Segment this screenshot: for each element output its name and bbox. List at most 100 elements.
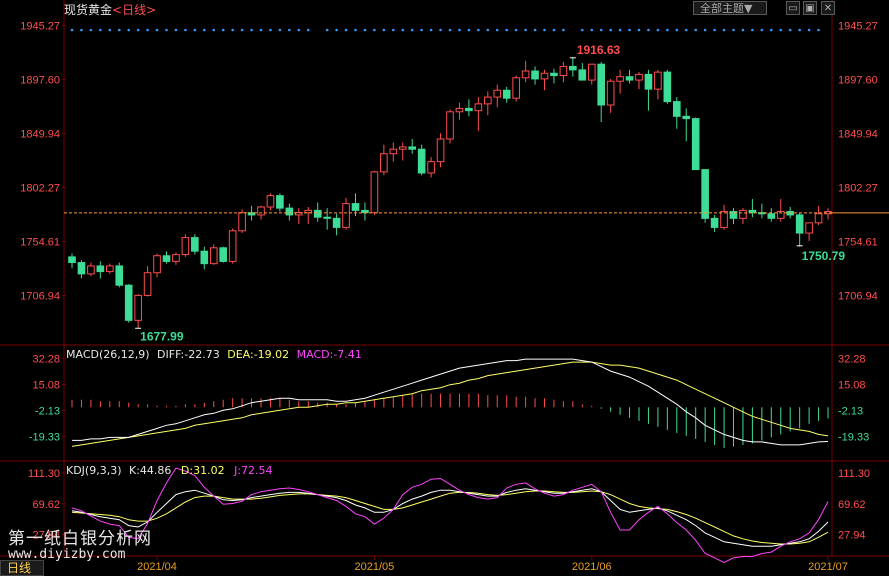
candle-up [380,153,388,173]
candle-down [351,203,360,211]
minimize-button[interactable]: ▭ [786,1,800,15]
candle-down [285,207,294,216]
candle-up [87,265,95,275]
signal-dot [335,28,338,32]
signal-dot [221,28,225,32]
watermark-title: 第一纸白银分析网 [8,529,152,549]
macd-tick-left: -2.13 [35,405,60,417]
candle-up [238,212,246,232]
signal-dot [514,28,518,32]
macd-panel[interactable] [71,358,829,448]
candle-down [408,146,417,150]
candle-up [370,171,379,214]
x-tick-label: 2021/07 [808,561,848,573]
kdj-k-line [71,488,829,547]
macd-tick-right: 15.08 [838,380,866,392]
candle-down [569,65,577,71]
candle-down [767,213,776,219]
signal-dot [467,28,471,32]
signal-dot [80,28,83,32]
signal-dot [458,28,461,32]
candle-up [455,107,464,113]
kdj-tick-left: 69.62 [32,499,60,511]
price-tick-left: 1802.27 [20,182,60,194]
macd-legend: MACD(26,12,9) DIFF:-22.73 DEA:-19.02 MAC… [66,348,362,361]
x-tick-label: 2021/04 [137,561,177,573]
signal-dot [269,28,272,32]
price-tick-left: 1754.61 [20,236,60,248]
kdj-tick-left: 111.30 [28,468,60,480]
signal-dot [732,28,735,32]
candle-down [191,237,199,252]
signal-dot [779,28,783,32]
close-button[interactable]: ✕ [821,1,835,15]
signal-dot [684,28,688,32]
signal-dot [429,28,433,32]
candle-down [115,265,124,286]
chart-title: 现货黄金<日线> [64,1,156,18]
price-tick-left: 1945.27 [20,20,60,32]
signal-dot [344,28,348,32]
candle-down [361,209,369,214]
candle-down [417,148,426,174]
candle-up [776,211,785,219]
signal-dot [807,28,811,32]
restore-button[interactable]: ▣ [803,1,817,15]
price-tick-right: 1706.94 [838,290,878,302]
candle-up [153,255,161,274]
signal-dot [477,28,480,32]
candle-up [493,89,502,98]
theme-selector-button[interactable]: 全部主题▼ [693,1,767,15]
candle-up [342,203,350,228]
watermark-url: www.diyizby.com [8,547,126,562]
candle-down [219,247,228,262]
signal-dot [382,28,386,32]
signal-dot [817,28,820,32]
signal-dot [722,28,726,32]
signal-dot [117,28,121,32]
candle-down [682,115,691,120]
period-tab-daily[interactable]: 日线 [0,560,44,576]
signal-dot [760,28,764,32]
macd-label: MACD(26,12,9) [66,348,150,361]
candle-up [209,247,218,265]
signal-dot [694,28,697,32]
signal-dot [675,28,679,32]
period-indicator[interactable]: <日线> [112,3,157,17]
signal-dot [486,28,490,32]
kdj-tick-right: 27.94 [838,529,866,541]
kdj-panel[interactable] [71,467,829,563]
signal-dot [70,28,74,32]
candle-down [77,262,86,275]
kdj-tick-right: 69.62 [838,499,866,511]
macd-dea-label: DEA:-19.02 [227,348,289,361]
signal-dot [439,28,442,32]
signal-dot [288,28,291,32]
signal-dot [647,28,650,32]
signal-dot [108,28,112,32]
extreme-label: 1750.79 [802,249,846,263]
price-panel[interactable]: 1916.63 1677.99 1750.79 [64,28,889,344]
signal-dot [713,28,716,32]
signal-dot [628,28,631,32]
candle-up [654,71,662,90]
signal-dot [751,28,754,32]
price-tick-right: 1945.27 [838,20,878,32]
candle-up [521,70,530,79]
signal-dot [788,28,792,32]
candle-down [162,255,171,262]
signal-dot [184,28,187,32]
signal-dot [278,28,282,32]
kdj-legend: KDJ(9,3,3) K:44.86 D:31.02 J:72.54 [66,464,273,477]
candle-up [436,138,445,163]
candle-down [795,214,804,234]
signal-dot [420,28,423,32]
candle-down [323,216,331,219]
candle-up [720,211,728,228]
candle-up [398,146,407,150]
signal-dot [533,28,537,32]
signal-dot [174,28,178,32]
signal-dot [703,28,707,32]
candle-down [701,169,709,219]
